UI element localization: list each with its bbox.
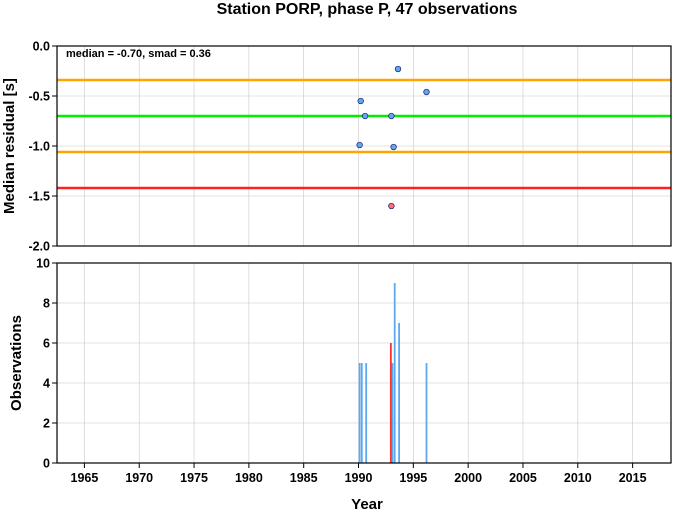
bottom-y-axis-label: Observations [8,315,25,411]
bottom-y-tick-label: 2 [43,417,50,431]
bottom-plot-frame [56,262,672,464]
top-y-tick-label: 0.0 [33,40,50,54]
residual-point [388,202,395,210]
residual-point [394,65,402,73]
bottom-y-tick-label: 10 [36,257,50,271]
x-tick-label: 2000 [454,471,482,485]
x-tick-label: 2015 [619,471,647,485]
residual-point [390,143,397,151]
residual-point [361,112,369,120]
median-smad-annotation: median = -0.70, smad = 0.36 [66,48,211,60]
top-y-tick-label: -0.5 [28,90,50,104]
bottom-plot-area [57,263,671,463]
bottom-y-tick-label: 8 [43,297,50,311]
bottom-y-tick-label: 0 [43,457,50,471]
x-tick-label: 1965 [71,471,99,485]
observations-panel: 1965 1970 1975 1980 1985 1990 1995 2000 2005 2010… [36,257,672,485]
x-tick-label: 1975 [180,471,208,485]
residual-point [423,88,430,96]
top-plot-frame [56,45,672,247]
top-y-tick-label: -1.5 [28,190,50,204]
x-axis-label: Year [351,496,383,511]
x-tick-label: 1995 [399,471,427,485]
bottom-y-tick-label: 4 [43,377,50,391]
residual-point [356,141,363,149]
chart-title: Station PORP, phase P, 47 observations [217,1,518,18]
top-y-tick-label: -2.0 [28,240,50,254]
residual-panel: 0.0 -0.5 -1.0 -1.5 -2.0 [28,40,672,254]
x-tick-label: 1980 [235,471,263,485]
x-tick-label: 1970 [125,471,153,485]
x-tick-label: 2010 [564,471,592,485]
residual-point [357,97,364,105]
x-tick-label: 1985 [290,471,318,485]
bottom-y-tick-label: 6 [43,337,50,351]
top-y-axis-label: Median residual [s] [1,78,18,214]
residual-point [388,112,395,120]
top-y-tick-label: -1.0 [28,140,50,154]
x-tick-label: 2005 [509,471,537,485]
x-tick-label: 1990 [345,471,373,485]
